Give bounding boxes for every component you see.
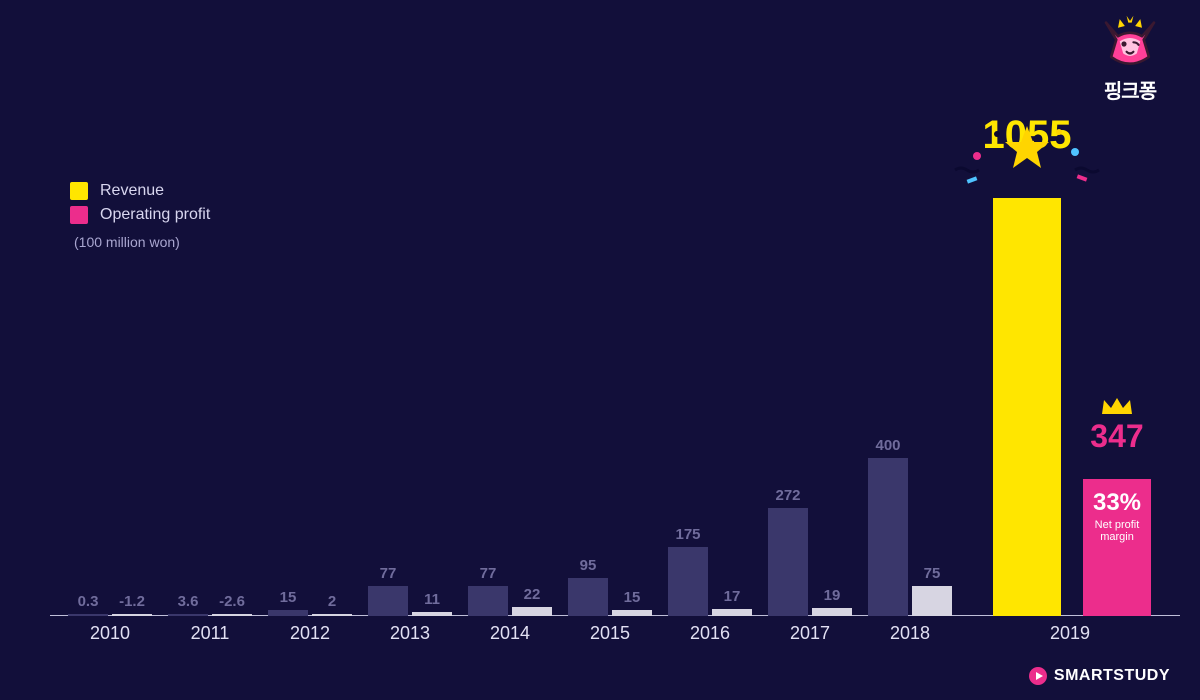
profit-value-2012: 2 [328, 593, 336, 610]
profit-bar-2015: 15 [612, 610, 652, 616]
revenue-bar-2018: 400 [868, 458, 908, 616]
revenue-value-2018: 400 [875, 437, 900, 454]
year-label-2015: 2015 [590, 623, 630, 644]
chart-area: 0.3 -1.2 2010 3.6 -2.6 2011 15 2 2012 77 11 2013 77 2… [50, 100, 1180, 644]
bar-group-2012: 15 2 [268, 610, 352, 616]
profit-value-2011: -2.6 [219, 593, 245, 610]
bar-group-2013: 77 11 [368, 586, 452, 617]
profit-bar-2018: 75 [912, 586, 952, 616]
profit-bar-2011: -2.6 [212, 614, 252, 616]
bar-group-2015: 95 15 [568, 578, 652, 616]
profit-value-2010: -1.2 [119, 593, 145, 610]
year-label-2017: 2017 [790, 623, 830, 644]
year-label-2016: 2016 [690, 623, 730, 644]
profit-bar-2019: 34733%Net profit margin [1083, 479, 1151, 616]
profit-value-2017: 19 [824, 587, 841, 604]
revenue-bar-2012: 15 [268, 610, 308, 616]
footer-brand: SMARTSTUDY [1028, 666, 1170, 686]
revenue-bar-2014: 77 [468, 586, 508, 617]
profit-bar-2014: 22 [512, 607, 552, 616]
profit-bar-2017: 19 [812, 608, 852, 616]
revenue-bar-2010: 0.3 [68, 614, 108, 616]
pinkfong-fox-icon [1095, 14, 1165, 74]
revenue-value-2013: 77 [380, 565, 397, 582]
bar-group-2019: 1055 34733%Net profit margin [993, 198, 1151, 616]
profit-bar-2012: 2 [312, 614, 352, 616]
profit-value-2019: 347 [1090, 418, 1143, 455]
profit-bar-2013: 11 [412, 612, 452, 616]
year-label-2014: 2014 [490, 623, 530, 644]
revenue-bar-2016: 175 [668, 547, 708, 616]
revenue-value-2019: 1055 [983, 113, 1072, 158]
year-label-2018: 2018 [890, 623, 930, 644]
profit-bar-2010: -1.2 [112, 614, 152, 616]
revenue-value-2010: 0.3 [78, 593, 99, 610]
revenue-value-2011: 3.6 [178, 593, 199, 610]
profit-value-2016: 17 [724, 588, 741, 605]
play-icon [1028, 666, 1048, 686]
bar-group-2017: 272 19 [768, 508, 852, 616]
footer-brand-text: SMARTSTUDY [1054, 667, 1170, 685]
year-label-2010: 2010 [90, 623, 130, 644]
revenue-bar-2011: 3.6 [168, 614, 208, 616]
revenue-value-2015: 95 [580, 557, 597, 574]
pinkfong-logo: 핑크퐁 [1090, 14, 1170, 104]
year-label-2012: 2012 [290, 623, 330, 644]
bar-group-2014: 77 22 [468, 586, 552, 617]
revenue-bar-2013: 77 [368, 586, 408, 617]
year-label-2011: 2011 [191, 623, 230, 644]
net-profit-margin: 33%Net profit margin [1083, 489, 1151, 543]
profit-bar-2016: 17 [712, 609, 752, 616]
revenue-value-2016: 175 [675, 526, 700, 543]
bar-group-2011: 3.6 -2.6 [168, 614, 252, 616]
crown-icon [1100, 394, 1134, 423]
profit-value-2015: 15 [624, 589, 641, 606]
profit-value-2018: 75 [924, 565, 941, 582]
revenue-value-2017: 272 [775, 487, 800, 504]
revenue-bar-2017: 272 [768, 508, 808, 616]
bar-group-2010: 0.3 -1.2 [68, 614, 152, 616]
revenue-value-2014: 77 [480, 565, 497, 582]
bar-group-2016: 175 17 [668, 547, 752, 616]
revenue-bar-2015: 95 [568, 578, 608, 616]
revenue-bar-2019: 1055 [993, 198, 1061, 616]
year-label-2013: 2013 [390, 623, 430, 644]
profit-value-2014: 22 [524, 586, 541, 603]
revenue-value-2012: 15 [280, 589, 297, 606]
bar-group-2018: 40075 [868, 458, 952, 616]
profit-value-2013: 11 [424, 591, 440, 608]
year-label-2019: 2019 [1050, 623, 1090, 644]
